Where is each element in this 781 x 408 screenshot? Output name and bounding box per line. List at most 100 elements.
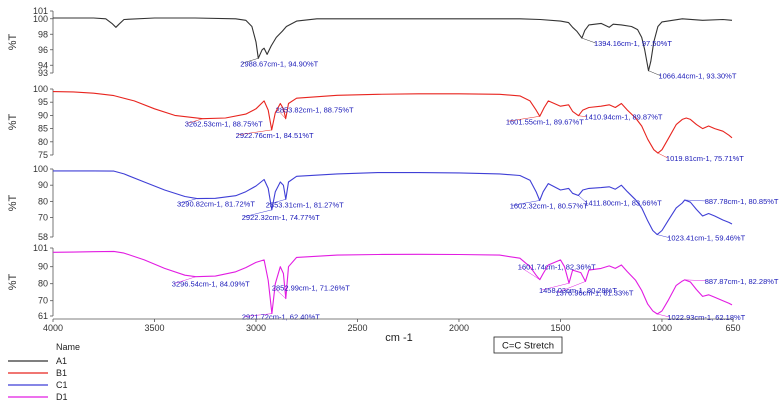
peak-leader xyxy=(237,129,272,136)
y-tick-label: 100 xyxy=(33,14,48,24)
y-tick-label: 98 xyxy=(38,29,48,39)
legend-title: Name xyxy=(56,342,80,352)
callout-frame xyxy=(493,336,563,354)
peak-label: 3296.54cm-1, 84.09%T xyxy=(172,280,250,289)
callout-text: C=C Stretch xyxy=(502,341,554,352)
peak-label: 1023.41cm-1, 59.46%T xyxy=(667,234,745,243)
peak-leader xyxy=(557,281,586,293)
peak-leader xyxy=(519,266,540,280)
peak-label: 1458.03cm-1, 80.28%T xyxy=(539,286,617,295)
y-tick-label: 90 xyxy=(38,262,48,272)
peak-label: 1066.44cm-1, 93.30%T xyxy=(658,72,736,81)
y-tick-label: 101 xyxy=(33,243,48,253)
y-tick-label: 61 xyxy=(38,311,48,321)
peak-label: 1022.93cm-1, 62.18%T xyxy=(667,313,745,322)
peak-label: 1376.96cm-1, 81.33%T xyxy=(555,288,633,297)
series-line-c1 xyxy=(53,170,733,236)
y-tick-label: 95 xyxy=(38,97,48,107)
peak-label: 1602.32cm-1, 80.57%T xyxy=(510,201,588,210)
peak-label: 887.78cm-1, 80.85%T xyxy=(705,197,779,206)
y-axis-title: %T xyxy=(7,194,19,211)
peak-leader xyxy=(578,195,587,203)
peak-leader xyxy=(657,152,669,159)
x-tick-label: 1000 xyxy=(652,323,672,333)
peak-leader xyxy=(684,199,707,202)
peak-label: 1394.16cm-1, 97.50%T xyxy=(594,39,672,48)
y-tick-label: 80 xyxy=(38,196,48,206)
x-tick-label: 2500 xyxy=(347,323,367,333)
y-tick-label: 94 xyxy=(38,60,48,70)
y-tick-label: 90 xyxy=(38,110,48,120)
peak-label: 887.87cm-1, 82.28%T xyxy=(705,277,779,286)
peak-label: 2853.31cm-1, 81.27%T xyxy=(266,200,344,209)
y-tick-label: 90 xyxy=(38,180,48,190)
peak-label: 1411.80cm-1, 83.66%T xyxy=(584,198,662,207)
peak-leader xyxy=(173,276,196,284)
x-tick-label: 3500 xyxy=(144,323,164,333)
y-tick-label: 80 xyxy=(38,137,48,147)
peak-label: 1601.55cm-1, 89.67%T xyxy=(506,117,584,126)
peak-label: 3290.82cm-1, 81.72%T xyxy=(177,200,255,209)
panel-d1: 61 70 80 90 101 %T 3296.54cm-1, 84.09%T 2921.72… xyxy=(7,243,779,322)
y-tick-label: 96 xyxy=(38,45,48,55)
peak-leader xyxy=(684,279,707,282)
y-tick-label: 85 xyxy=(38,124,48,134)
legend-label-d1: D1 xyxy=(56,392,68,402)
y-tick-label: 70 xyxy=(38,213,48,223)
peak-label: 2921.72cm-1, 62.40%T xyxy=(242,313,320,322)
x-tick-label: 650 xyxy=(725,323,740,333)
peak-label: 2988.67cm-1, 94.90%T xyxy=(240,59,318,68)
x-axis: 4000 3500 3000 2500 2000 1500 1000 650 xyxy=(43,318,741,333)
y-tick-label: 93 xyxy=(38,68,48,78)
peak-label: 2922.32cm-1, 74.77%T xyxy=(242,213,320,222)
peak-leader xyxy=(277,109,286,119)
y-tick-label: 80 xyxy=(38,279,48,289)
peak-leader xyxy=(178,198,198,204)
legend-label-b1: B1 xyxy=(56,368,67,378)
y-tick-label: 70 xyxy=(38,296,48,306)
peak-leader xyxy=(581,37,597,44)
peak-label: 1019.81cm-1, 75.71%T xyxy=(666,154,744,163)
peak-leader xyxy=(648,70,661,76)
x-tick-label: 2000 xyxy=(449,323,469,333)
y-axis-title: %T xyxy=(7,33,19,50)
y-tick-label: 58 xyxy=(38,232,48,242)
y-tick-label: 75 xyxy=(38,150,48,160)
y-axis-title: %T xyxy=(7,113,19,130)
y-tick-label: 100 xyxy=(33,164,48,174)
peak-leader xyxy=(267,199,286,205)
peak-label: 1410.94cm-1, 89.87%T xyxy=(585,113,663,122)
series-line-d1 xyxy=(52,250,733,315)
peak-leader xyxy=(540,282,570,291)
peak-label: 2852.99cm-1, 71.26%T xyxy=(272,284,350,293)
peak-leader xyxy=(243,313,272,317)
peak-leader xyxy=(273,287,286,299)
x-axis-title: cm -1 xyxy=(385,332,413,344)
callout-box: C=C Stretch xyxy=(493,336,563,354)
peak-leader xyxy=(578,115,587,117)
panel-b1: 75 80 85 90 95 100 %T 3262.53cm-1, 88.75%T 2922.… xyxy=(7,84,744,163)
peak-leader xyxy=(511,200,540,206)
peak-leader xyxy=(657,313,670,318)
x-tick-label: 1500 xyxy=(550,323,570,333)
legend-label-c1: C1 xyxy=(56,380,68,390)
peak-leader xyxy=(507,116,540,122)
panel-c1: 58 70 80 90 100 %T 3290.82cm-1, 81.72%T 2922.32… xyxy=(7,164,779,243)
peak-leader xyxy=(186,118,203,124)
y-tick-label: 101 xyxy=(33,6,48,16)
peak-leader xyxy=(243,209,272,218)
peak-leader xyxy=(242,58,259,64)
y-axis-title: %T xyxy=(7,273,19,290)
peak-label: 3262.53cm-1, 88.75%T xyxy=(185,120,263,129)
peak-leader xyxy=(657,234,670,238)
peak-label: 2853.82cm-1, 88.75%T xyxy=(276,106,354,115)
legend: Name A1 B1 C1 D1 xyxy=(8,342,80,402)
x-tick-label: 3000 xyxy=(246,323,266,333)
x-tick-label: 4000 xyxy=(43,323,63,333)
peak-label: 2922.76cm-1, 84.51%T xyxy=(236,131,314,140)
series-line-b1 xyxy=(52,91,733,154)
legend-label-a1: A1 xyxy=(56,356,67,366)
